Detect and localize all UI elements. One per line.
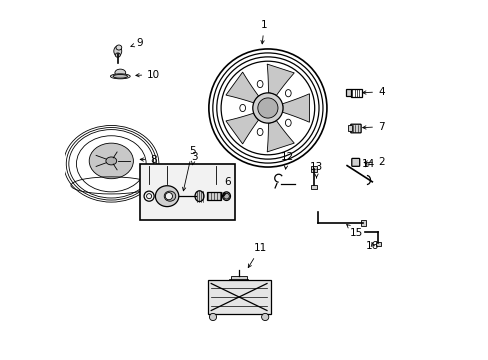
Text: 3: 3 bbox=[190, 152, 197, 165]
Polygon shape bbox=[266, 64, 294, 95]
Ellipse shape bbox=[106, 157, 117, 165]
Ellipse shape bbox=[89, 143, 133, 179]
Text: 7: 7 bbox=[362, 122, 384, 132]
Text: 16: 16 bbox=[366, 240, 379, 251]
Polygon shape bbox=[225, 113, 258, 144]
Circle shape bbox=[261, 313, 268, 321]
Ellipse shape bbox=[239, 104, 245, 112]
Circle shape bbox=[252, 93, 283, 123]
FancyBboxPatch shape bbox=[351, 158, 359, 166]
Text: 8: 8 bbox=[140, 155, 157, 165]
Polygon shape bbox=[282, 94, 309, 122]
Ellipse shape bbox=[113, 75, 127, 78]
Bar bbox=[310, 185, 316, 189]
Text: 4: 4 bbox=[362, 87, 384, 97]
Bar bbox=[361, 220, 365, 226]
Bar bbox=[310, 166, 316, 172]
Text: 6: 6 bbox=[223, 177, 230, 196]
Circle shape bbox=[165, 193, 172, 200]
Text: 1: 1 bbox=[261, 20, 267, 44]
Ellipse shape bbox=[257, 129, 263, 136]
Polygon shape bbox=[225, 72, 258, 103]
FancyBboxPatch shape bbox=[350, 124, 361, 133]
Bar bbox=[140, 164, 235, 220]
Bar bbox=[207, 280, 270, 314]
Text: 2: 2 bbox=[364, 157, 384, 167]
Bar bbox=[347, 125, 351, 131]
Ellipse shape bbox=[155, 186, 179, 207]
Circle shape bbox=[257, 98, 277, 118]
Ellipse shape bbox=[110, 74, 130, 79]
Text: 11: 11 bbox=[248, 243, 266, 267]
Bar bbox=[350, 89, 361, 97]
Text: 10: 10 bbox=[136, 69, 160, 80]
Ellipse shape bbox=[195, 191, 203, 202]
Ellipse shape bbox=[114, 46, 122, 56]
Bar bbox=[206, 192, 221, 201]
Ellipse shape bbox=[285, 90, 290, 97]
Circle shape bbox=[209, 313, 216, 321]
Bar bbox=[375, 242, 381, 246]
Text: 9: 9 bbox=[131, 38, 143, 48]
Text: 12: 12 bbox=[280, 152, 293, 169]
Text: 15: 15 bbox=[346, 225, 363, 238]
Text: 5: 5 bbox=[182, 146, 195, 191]
Text: 13: 13 bbox=[309, 162, 323, 178]
Circle shape bbox=[223, 193, 229, 199]
Ellipse shape bbox=[257, 80, 263, 87]
Ellipse shape bbox=[285, 119, 290, 126]
Ellipse shape bbox=[164, 191, 175, 201]
Ellipse shape bbox=[115, 69, 125, 76]
Bar bbox=[231, 276, 246, 280]
Bar bbox=[346, 89, 351, 96]
Ellipse shape bbox=[116, 45, 122, 50]
Polygon shape bbox=[266, 121, 294, 152]
Ellipse shape bbox=[222, 192, 230, 201]
Text: 14: 14 bbox=[361, 159, 375, 169]
Ellipse shape bbox=[115, 53, 120, 57]
